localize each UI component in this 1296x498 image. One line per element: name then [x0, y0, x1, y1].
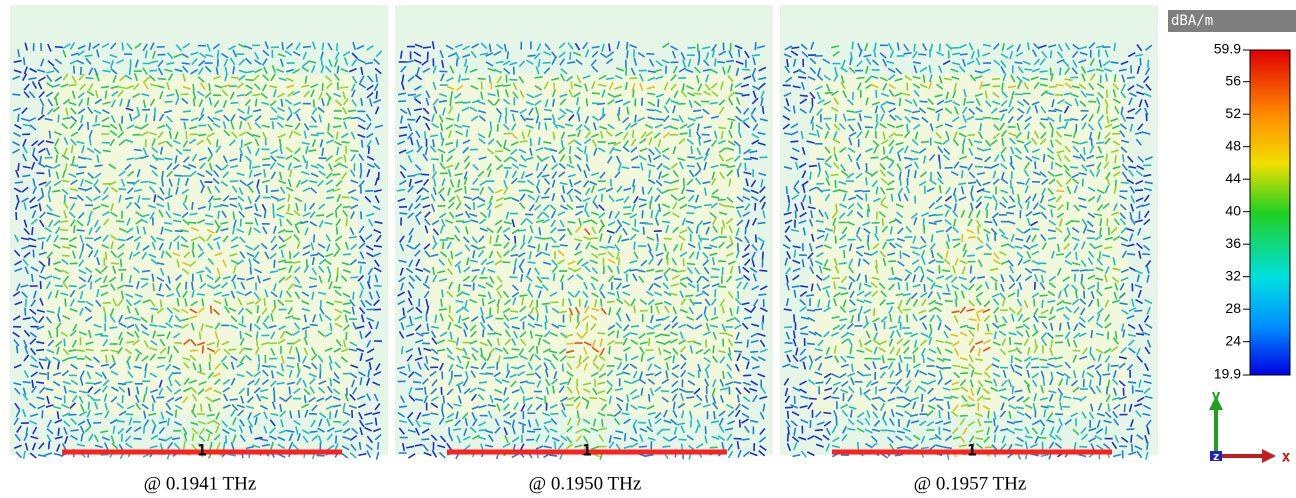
field-arrows: [397, 40, 768, 460]
caption: @ 0.1957 THz: [914, 473, 1027, 494]
colorbar-tick-label: 32: [1225, 267, 1241, 283]
field-arrows: [565, 228, 608, 356]
colorbar-tick-label: 44: [1225, 170, 1241, 186]
colorbar-tick-label: 40: [1225, 202, 1241, 218]
colorbar-tick-label: 19.9: [1214, 366, 1241, 382]
colorbar-tick-label: 28: [1225, 300, 1241, 316]
colorbar-tick-label: 52: [1225, 105, 1241, 121]
field-arrows: [46, 42, 359, 459]
field-arrows: [782, 44, 1152, 458]
colorbar-header: [1168, 10, 1296, 32]
axis-z: z: [1213, 450, 1220, 463]
field-arrows: [60, 73, 350, 458]
field-arrows: [446, 81, 670, 443]
axis-triad: y x z: [1209, 387, 1291, 466]
colorbar-tick-label: 59.9: [1214, 41, 1241, 57]
field-arrows: [12, 42, 383, 459]
field-arrows: [183, 305, 220, 354]
field-arrows: [397, 41, 768, 459]
port-label: 1: [197, 441, 207, 460]
field-arrows: [143, 82, 295, 456]
field-panel: 1: [395, 5, 773, 460]
axis-y: y: [1211, 387, 1220, 405]
colorbar: [1249, 49, 1291, 376]
port-label: 1: [967, 441, 977, 460]
field-arrows: [951, 306, 991, 353]
panels: 1 1 1: [10, 5, 1158, 460]
field-arrows: [782, 41, 1153, 460]
axis-x: x: [1281, 448, 1290, 466]
field-arrows: [822, 43, 1121, 460]
colorbar-tick-label: 56: [1225, 72, 1241, 88]
field-arrows: [12, 41, 384, 460]
field-arrows: [13, 41, 383, 460]
field-arrows: [396, 42, 768, 460]
colorbar-tick-label: 24: [1225, 332, 1241, 348]
field-panel: 1: [780, 5, 1158, 460]
field-arrows: [830, 73, 1121, 458]
colorbar-unit: dBA/m: [1171, 13, 1213, 29]
field-arrows: [432, 42, 741, 460]
colorbar-tick-label: 48: [1225, 137, 1241, 153]
field-arrows: [870, 81, 1072, 458]
colorbar-tick-label: 36: [1225, 235, 1241, 251]
field-panel: 1: [10, 5, 388, 460]
caption: @ 0.1941 THz: [144, 473, 257, 494]
field-arrows: [784, 41, 1153, 460]
field-arrows: [445, 75, 736, 458]
caption: @ 0.1950 THz: [529, 473, 642, 494]
port-label: 1: [582, 441, 592, 460]
